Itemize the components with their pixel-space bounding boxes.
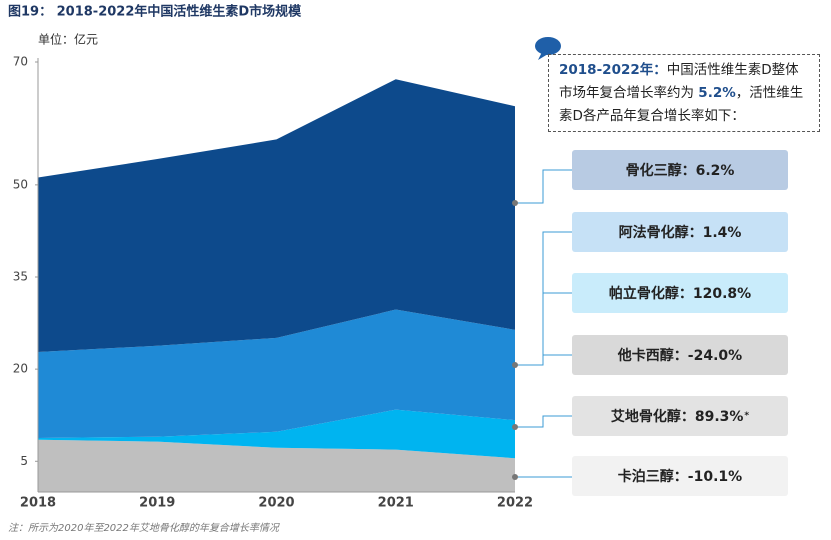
x-tick-label: 2020 <box>258 496 294 511</box>
product-label-text: 艾地骨化醇：89.3% <box>610 409 744 425</box>
product-label-text: 帕立骨化醇：120.8% <box>608 286 752 302</box>
y-tick-label: 20 <box>13 362 28 376</box>
footnote-marker: * <box>744 411 750 421</box>
y-tick-label: 5 <box>20 454 28 468</box>
callout-rate: 5.2% <box>698 85 736 101</box>
area <box>38 309 515 438</box>
product-label: 阿法骨化醇：1.4% <box>572 212 788 252</box>
y-tick-label: 35 <box>13 270 28 284</box>
callout-text: ，活性维生素D各产品年复合增长率如下： <box>559 85 804 124</box>
y-tick-label: 70 <box>13 55 28 69</box>
x-tick-label: 2021 <box>378 496 414 511</box>
area <box>38 79 515 352</box>
connector-dot <box>512 200 518 206</box>
product-label: 他卡西醇：-24.0% <box>572 335 788 375</box>
product-label: 卡泊三醇：-10.1% <box>572 456 788 496</box>
unit-label: 单位：亿元 <box>38 32 98 47</box>
chart-title: 图19： 2018-2022年中国活性维生素D市场规模 <box>8 4 302 20</box>
product-label: 艾地骨化醇：89.3% * <box>572 396 788 436</box>
connector-dot <box>512 474 518 480</box>
product-label-text: 骨化三醇：6.2% <box>625 163 735 179</box>
product-label: 骨化三醇：6.2% <box>572 150 788 190</box>
footnote: 注：所示为2020年至2022年艾地骨化醇的年复合增长率情况 <box>8 522 280 534</box>
callout: 2018-2022年：中国活性维生素D整体市场年复合增长率约为 5.2%，活性维… <box>548 54 820 132</box>
product-label-text: 阿法骨化醇：1.4% <box>618 225 742 241</box>
connector-dot <box>512 424 518 430</box>
callout-text: 中国活性维生素D整体市场年复合增长率约为 <box>559 62 799 101</box>
connector <box>515 169 572 204</box>
product-label-text: 卡泊三醇：-10.1% <box>617 469 743 485</box>
plot-area: 5 20 35 50 70 2018 2019 2020 2021 2022 <box>13 55 533 511</box>
area <box>38 409 515 459</box>
connector <box>515 231 572 366</box>
product-label-text: 他卡西醇：-24.0% <box>617 348 743 364</box>
connector-dot <box>512 362 518 368</box>
y-tick-label: 50 <box>13 177 28 191</box>
connector <box>515 415 572 428</box>
speech-icon <box>535 37 561 60</box>
callout-lead: 2018-2022年： <box>559 62 667 78</box>
x-tick-label: 2019 <box>139 496 175 511</box>
product-label: 帕立骨化醇：120.8% <box>572 273 788 313</box>
area <box>38 439 515 492</box>
x-tick-label: 2022 <box>497 496 533 511</box>
x-tick-label: 2018 <box>20 496 56 511</box>
connectors <box>512 169 572 480</box>
